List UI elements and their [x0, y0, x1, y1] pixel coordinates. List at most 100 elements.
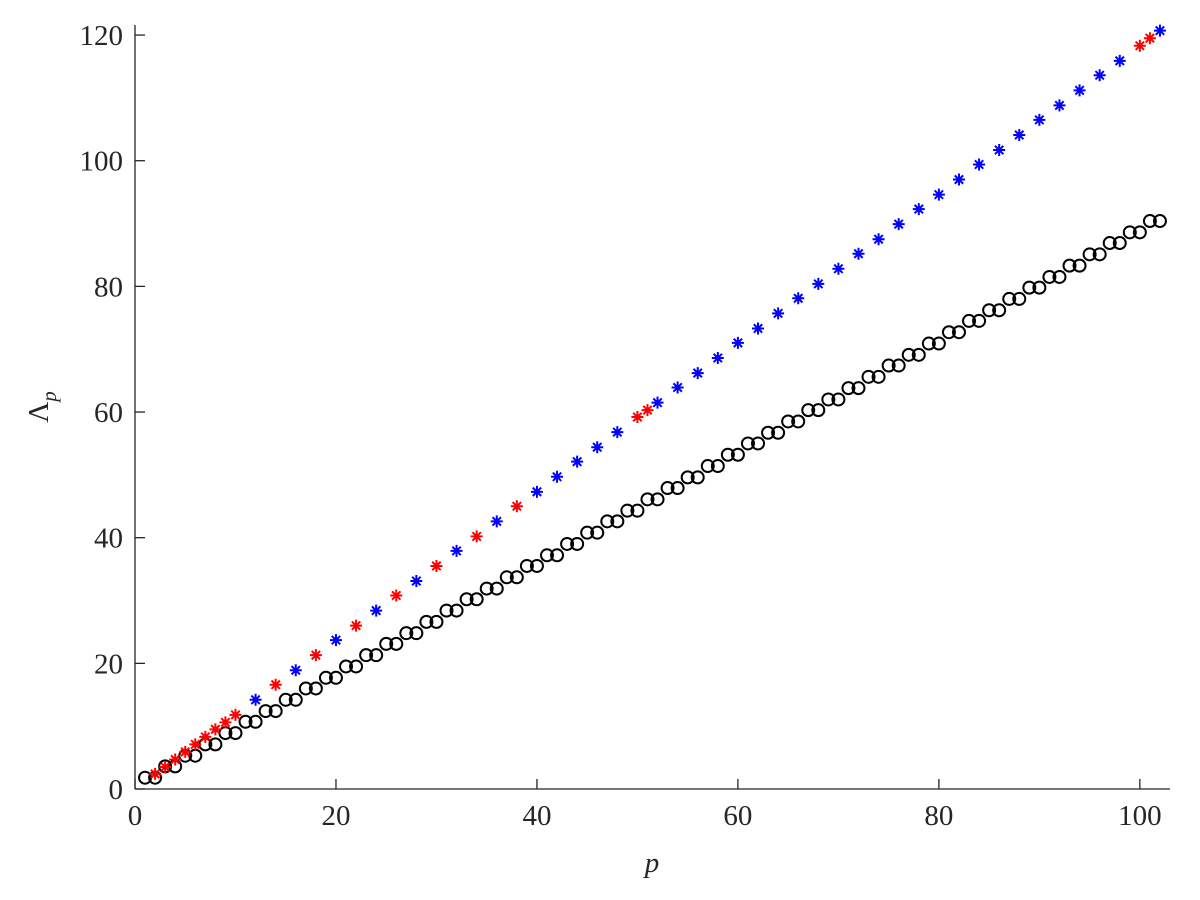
circle-marker [610, 514, 625, 529]
circle-marker [550, 548, 565, 563]
star-marker [430, 559, 443, 572]
star-marker [329, 634, 342, 647]
star-marker [591, 441, 604, 454]
circle-marker [449, 603, 464, 618]
y-label-base: Λ [23, 402, 55, 423]
x-axis-label: p [643, 847, 660, 879]
star-marker [973, 158, 986, 171]
circle-marker [861, 369, 876, 384]
star-marker [812, 277, 825, 290]
y-tick-label: 100 [80, 146, 124, 178]
star-marker [571, 455, 584, 468]
circle-marker [1062, 258, 1077, 273]
star-marker [952, 173, 965, 186]
x-tick-label: 80 [924, 800, 953, 832]
circle-marker [690, 470, 705, 485]
star-marker [169, 753, 182, 766]
star-marker [631, 411, 644, 424]
circle-marker [308, 681, 323, 696]
circle-marker [992, 303, 1007, 318]
star-marker [159, 761, 172, 774]
y-label-sub: p [37, 391, 61, 404]
star-marker [470, 530, 483, 543]
circle-marker [288, 692, 303, 707]
star-marker [711, 351, 724, 364]
circle-marker [328, 670, 343, 685]
circle-marker [258, 704, 273, 719]
circle-marker [600, 514, 615, 529]
circle-marker [459, 592, 474, 607]
circle-marker [580, 525, 595, 540]
circle-marker [590, 525, 605, 540]
circle-marker [630, 503, 645, 518]
circle-marker [489, 581, 504, 596]
circle-marker [982, 303, 997, 318]
x-tick-label: 40 [522, 800, 551, 832]
star-marker [832, 262, 845, 275]
y-tick-label: 80 [94, 271, 123, 303]
circle-marker [751, 436, 766, 451]
star-marker [1033, 113, 1046, 126]
star-marker [179, 745, 192, 758]
star-marker [691, 367, 704, 380]
circle-marker [720, 447, 735, 462]
star-marker [671, 381, 684, 394]
star-marker [1133, 39, 1146, 52]
y-tick-label: 60 [94, 397, 123, 429]
circle-marker [248, 714, 263, 729]
star-marker [229, 708, 242, 721]
star-marker [219, 716, 232, 729]
x-tick-label: 100 [1118, 800, 1162, 832]
circle-marker [851, 381, 866, 396]
circle-marker [1152, 214, 1167, 229]
star-marker [641, 404, 654, 417]
star-marker [731, 336, 744, 349]
circle-marker [529, 558, 544, 573]
star-marker [993, 144, 1006, 157]
circle-marker [811, 403, 826, 418]
circle-marker [1032, 280, 1047, 295]
star-marker [530, 485, 543, 498]
circle-marker [318, 670, 333, 685]
circle-marker [379, 636, 394, 651]
star-marker [792, 292, 805, 305]
star-marker [209, 723, 222, 736]
circle-marker [1092, 247, 1107, 262]
star-marker [1093, 69, 1106, 82]
circle-marker [891, 358, 906, 373]
circle-marker [1052, 269, 1067, 284]
circle-marker [700, 459, 715, 474]
circle-marker [791, 414, 806, 429]
star-marker [651, 396, 664, 409]
star-marker [410, 575, 423, 588]
circle-marker [519, 558, 534, 573]
circle-marker [278, 692, 293, 707]
star-marker [1113, 54, 1126, 67]
circle-marker [499, 570, 514, 585]
star-marker [450, 544, 463, 557]
circle-marker [821, 392, 836, 407]
circle-marker [298, 681, 313, 696]
star-marker [1143, 32, 1156, 45]
circle-marker [841, 381, 856, 396]
star-marker [892, 218, 905, 231]
x-tick-label: 0 [128, 800, 143, 832]
circle-marker [409, 626, 424, 641]
star-marker [611, 426, 624, 439]
circle-marker [228, 726, 243, 741]
circle-marker [931, 336, 946, 351]
star-marker [772, 307, 785, 320]
circle-marker [1072, 258, 1087, 273]
star-marker [350, 619, 363, 632]
circle-marker [1142, 214, 1157, 229]
circle-marker [539, 548, 554, 563]
circle-marker [1022, 280, 1037, 295]
y-tick-label: 120 [80, 20, 124, 52]
circle-marker [349, 659, 364, 674]
circle-marker [730, 447, 745, 462]
circle-marker [881, 358, 896, 373]
circle-marker [208, 737, 223, 752]
circle-marker [560, 536, 575, 551]
star-marker [370, 604, 383, 617]
